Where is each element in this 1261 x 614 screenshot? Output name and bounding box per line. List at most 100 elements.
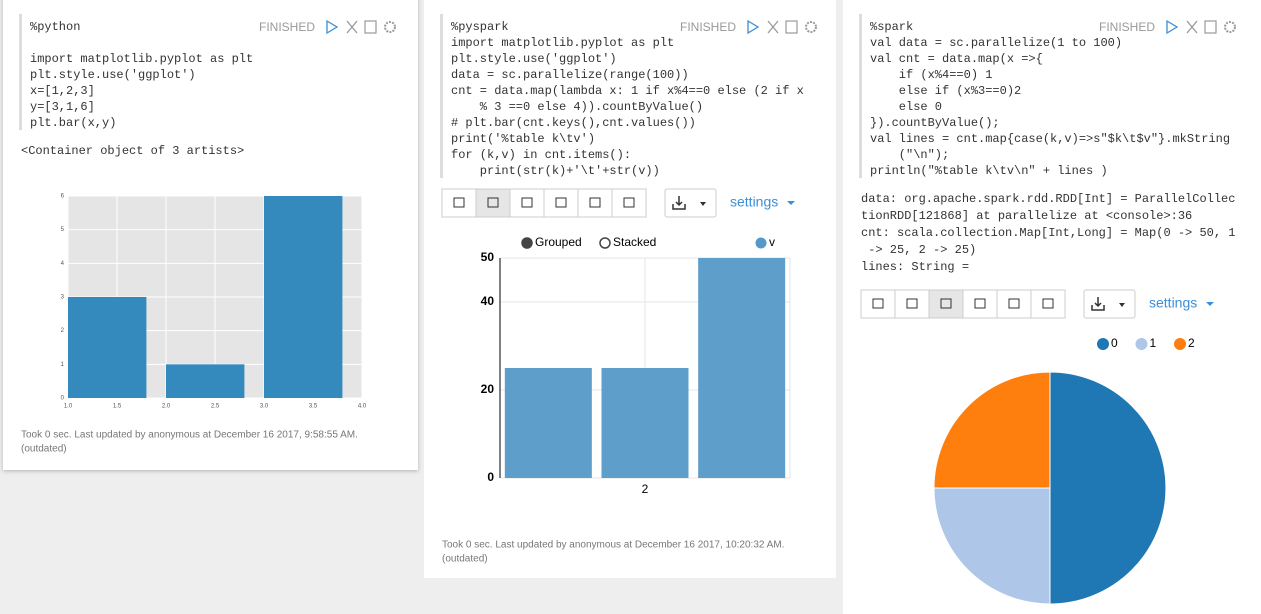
status: FINISHED: [259, 20, 315, 34]
code-line: %spark: [870, 20, 913, 34]
code-line: % 3 ==0 else 4)).countByValue(): [451, 100, 703, 114]
status: FINISHED: [1099, 20, 1155, 34]
code-line: y=[3,1,6]: [30, 100, 95, 114]
footer-text: Took 0 sec. Last updated by anonymous at…: [21, 430, 358, 441]
output-line: lines: String =: [861, 260, 969, 274]
bar: [601, 368, 689, 478]
code-line: }).countByValue();: [870, 116, 1000, 130]
run-button[interactable]: [747, 19, 760, 35]
download-button[interactable]: [1083, 289, 1136, 319]
code-line: val cnt = data.map(x =>{: [870, 52, 1043, 66]
code-line: plt.style.use('ggplot'): [451, 52, 617, 66]
y-tick-label: 4: [61, 261, 65, 267]
download-icon: [1091, 297, 1105, 311]
run-button[interactable]: [326, 19, 339, 35]
code-line: else if (x%3==0)2: [870, 84, 1021, 98]
code-line: cnt = data.map(lambda x: 1 if x%4==0 els…: [451, 84, 804, 98]
code-line: print('%table k\tv'): [451, 132, 595, 146]
hide-editor-button[interactable]: [1186, 20, 1198, 34]
y-tick-label: 20: [481, 382, 495, 396]
code-line: data = sc.parallelize(range(100)): [451, 68, 689, 82]
chart-type-button[interactable]: [577, 188, 613, 218]
chart-type-button[interactable]: [894, 289, 930, 319]
hide-editor-button[interactable]: [346, 20, 358, 34]
chart-type-button[interactable]: [860, 289, 896, 319]
chart-type-button[interactable]: [475, 188, 511, 218]
code-editor: [859, 14, 862, 178]
legend-swatch[interactable]: [1174, 338, 1186, 350]
chart-type-button[interactable]: [441, 188, 477, 218]
hide-output-button[interactable]: [785, 20, 798, 34]
settings-link[interactable]: settings: [730, 194, 778, 210]
x-tick-label: 1.5: [113, 404, 122, 410]
bar: [68, 297, 147, 398]
code-editor: [19, 14, 22, 130]
hide-editor-button[interactable]: [767, 20, 779, 34]
pie-slice: [1049, 371, 1167, 605]
output-line: <Container object of 3 artists>: [21, 144, 244, 158]
control-label[interactable]: Stacked: [613, 235, 656, 249]
chart-type-icon: [453, 197, 465, 208]
legend-swatch[interactable]: [1135, 338, 1148, 350]
y-tick-label: 6: [61, 194, 65, 200]
code-line: %python: [30, 20, 80, 34]
x-tick-label: 3.5: [309, 404, 318, 410]
chart-type-icon: [1042, 298, 1054, 309]
y-tick-label: 2: [61, 328, 65, 334]
settings-link[interactable]: settings: [1149, 295, 1197, 311]
output-line: -> 25, 2 -> 25): [861, 243, 976, 257]
code-line: import matplotlib.pyplot as plt: [451, 36, 674, 50]
control-label[interactable]: Grouped: [535, 235, 582, 249]
hide-output-button[interactable]: [1204, 20, 1217, 34]
bar: [166, 364, 245, 398]
legend-label[interactable]: v: [769, 235, 775, 249]
code-line: if (x%4==0) 1: [870, 68, 992, 82]
chart-type-button[interactable]: [611, 188, 647, 218]
chart-type-button[interactable]: [996, 289, 1032, 319]
legend-swatch[interactable]: [1097, 338, 1109, 350]
chart-type-button[interactable]: [1030, 289, 1066, 319]
hide-output-button[interactable]: [364, 20, 377, 34]
chart-type-button[interactable]: [928, 289, 964, 319]
y-tick-label: 40: [481, 294, 495, 308]
chart-type-button[interactable]: [509, 188, 545, 218]
chart-type-button[interactable]: [543, 188, 579, 218]
legend-label[interactable]: 2: [1188, 336, 1195, 350]
settings-button[interactable]: [1224, 21, 1236, 33]
run-button[interactable]: [1166, 19, 1179, 35]
output-line: cnt: scala.collection.Map[Int,Long] = Ma…: [861, 226, 1235, 240]
settings-button[interactable]: [384, 21, 396, 33]
pie-slice: [933, 487, 1051, 605]
settings-button[interactable]: [805, 21, 817, 33]
control-radio[interactable]: [599, 237, 611, 249]
chart-type-icon: [1008, 298, 1020, 309]
code-line: plt.style.use('ggplot'): [30, 68, 196, 82]
x-tick-label: 2.0: [162, 404, 171, 410]
code-editor: [440, 14, 443, 178]
legend-label[interactable]: 1: [1150, 336, 1157, 350]
y-tick-label: 0: [487, 470, 494, 484]
bar: [264, 196, 343, 398]
y-tick-label: 5: [61, 227, 65, 233]
chart-type-icon: [521, 197, 533, 208]
download-button[interactable]: [664, 188, 717, 218]
code-line: plt.bar(x,y): [30, 116, 116, 130]
legend-label[interactable]: 0: [1111, 336, 1118, 350]
legend-swatch[interactable]: [755, 237, 767, 249]
pie-slice: [933, 371, 1051, 489]
footer-text: (outdated): [21, 444, 67, 455]
chart-type-button[interactable]: [962, 289, 998, 319]
footer-text: Took 0 sec. Last updated by anonymous at…: [442, 540, 784, 551]
code-line: import matplotlib.pyplot as plt: [30, 52, 253, 66]
chart-type-icon: [623, 197, 635, 208]
output-line: data: org.apache.spark.rdd.RDD[Int] = Pa…: [861, 192, 1235, 206]
control-radio[interactable]: [521, 237, 533, 249]
code-line: # plt.bar(cnt.keys(),cnt.values()): [451, 116, 696, 130]
caret: [1119, 303, 1125, 307]
output-line: tionRDD[121868] at parallelize at <conso…: [861, 209, 1192, 223]
x-tick-label: 2: [642, 482, 649, 496]
caret: [700, 202, 706, 206]
code-line: println("%table k\tv\n" + lines ): [870, 164, 1108, 178]
chart-type-icon: [940, 298, 952, 309]
